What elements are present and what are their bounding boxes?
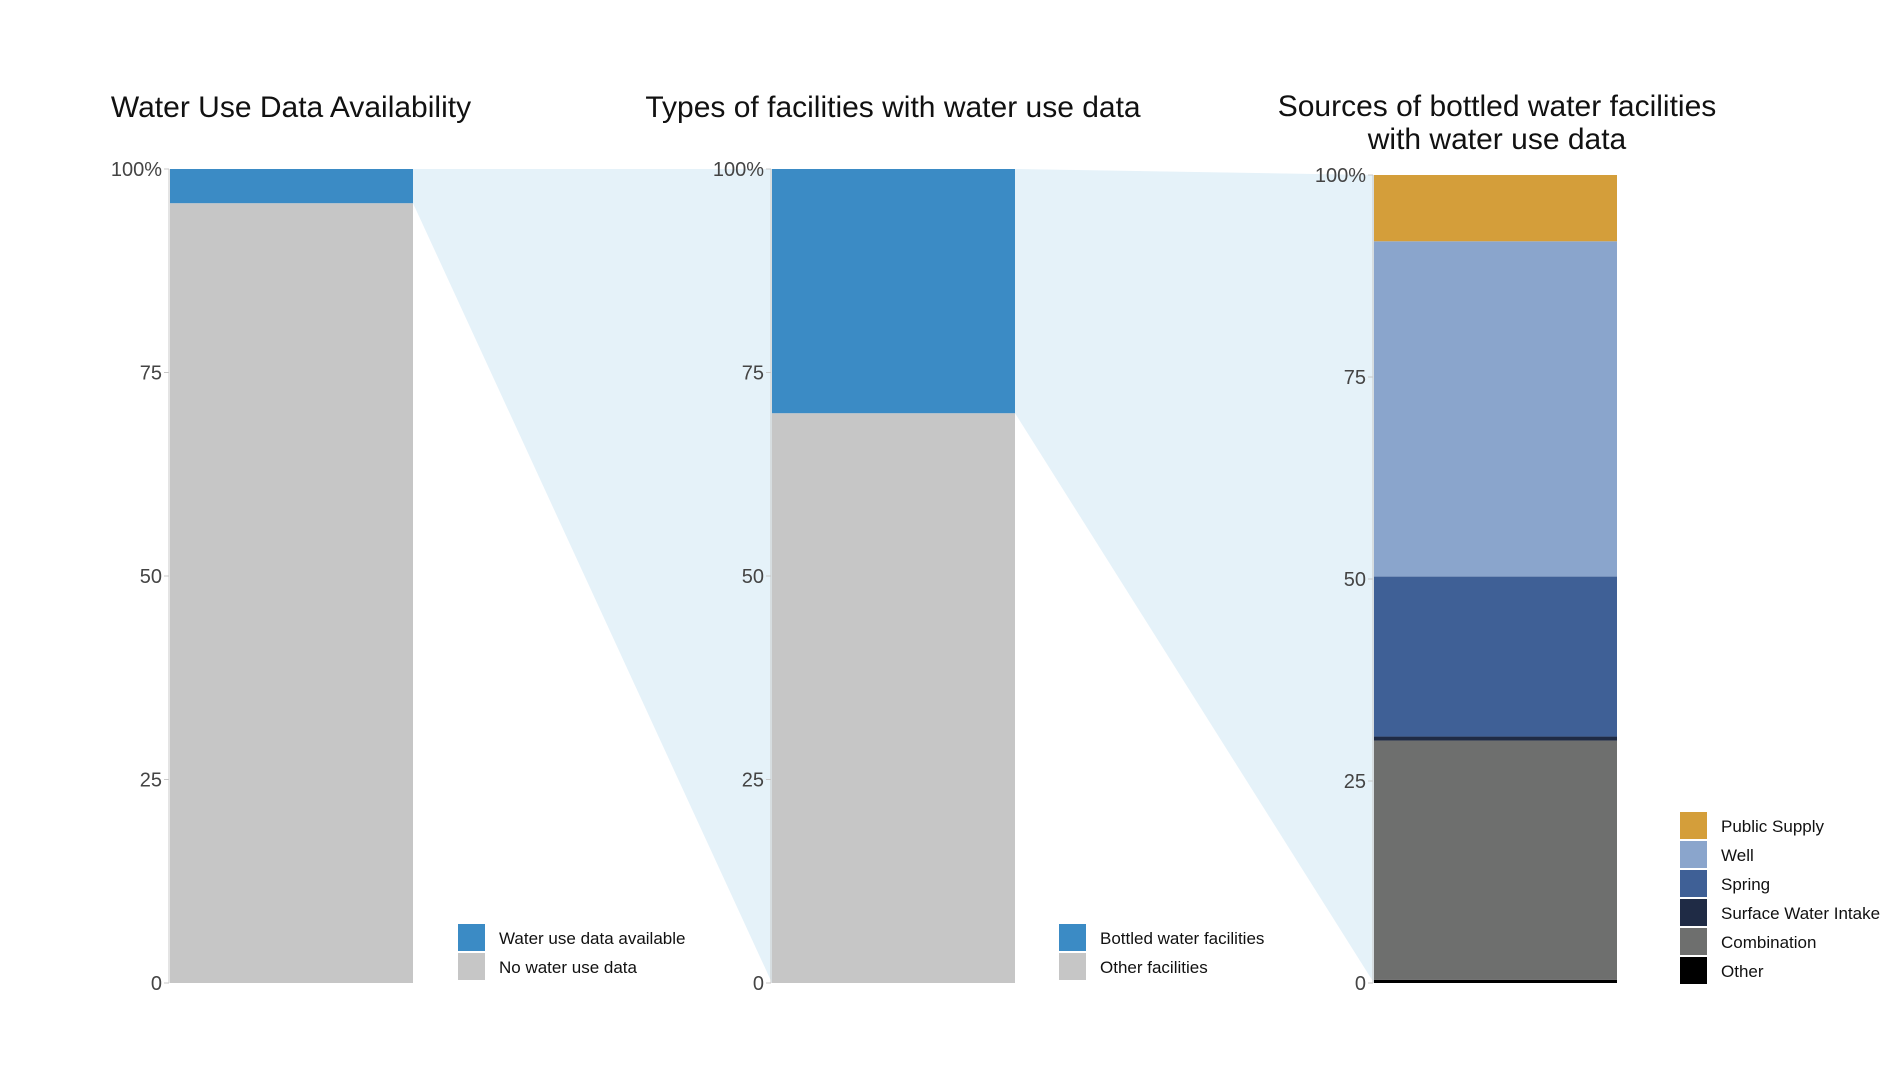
chart-title: Sources of bottled water facilities with … bbox=[1278, 90, 1717, 156]
legend: Water use data available No water use dat… bbox=[458, 924, 685, 980]
y-tick-label: 100% bbox=[1315, 165, 1366, 187]
zoom-connector-1 bbox=[413, 169, 772, 983]
chart-title: Water Use Data Availability bbox=[111, 91, 471, 124]
legend-label-public-supply: Public Supply bbox=[1721, 817, 1825, 836]
legend-swatch-other bbox=[1680, 957, 1707, 984]
legend-swatch-public-supply bbox=[1680, 812, 1707, 839]
legend-swatch-surface-water-intake bbox=[1680, 899, 1707, 926]
legend: Public Supply Well Spring Surface Water Int… bbox=[1680, 812, 1880, 984]
y-tick-label: 50 bbox=[742, 566, 764, 588]
legend-label-no-water-use-data: No water use data bbox=[499, 958, 638, 977]
legend: Bottled water facilities Other facilities bbox=[1059, 924, 1264, 980]
legend-label-water-use-data-available: Water use data available bbox=[499, 929, 685, 948]
zoom-connector-2 bbox=[1015, 169, 1374, 983]
bar-segment-well bbox=[1374, 241, 1617, 577]
y-tick-label: 50 bbox=[1344, 569, 1366, 591]
legend-label-surface-water-intake: Surface Water Intake bbox=[1721, 904, 1880, 923]
legend-label-spring: Spring bbox=[1721, 875, 1770, 894]
bar-segment-water-use-data-available bbox=[170, 169, 413, 204]
legend-label-other: Other bbox=[1721, 962, 1764, 981]
connectors-layer bbox=[413, 169, 1374, 983]
y-tick-label: 75 bbox=[1344, 367, 1366, 389]
bar-segment-other-facilities bbox=[772, 413, 1015, 983]
y-tick-label: 0 bbox=[753, 973, 764, 995]
panels-layer: Water Use Data Availability 0 25 50 75 100% Wa… bbox=[111, 90, 1880, 995]
legend-label-well: Well bbox=[1721, 846, 1754, 865]
y-tick-label: 25 bbox=[140, 770, 162, 792]
legend-swatch-other-facilities bbox=[1059, 953, 1086, 980]
y-tick-label: 100% bbox=[713, 159, 764, 181]
bar-segment-combination bbox=[1374, 740, 1617, 980]
y-tick-label: 50 bbox=[140, 566, 162, 588]
bar-segment-other bbox=[1374, 979, 1617, 983]
chart-title-line: with water use data bbox=[1367, 123, 1627, 156]
legend-swatch-combination bbox=[1680, 928, 1707, 955]
y-tick-label: 0 bbox=[151, 973, 162, 995]
legend-swatch-water-use-data-available bbox=[458, 924, 485, 951]
legend-label-combination: Combination bbox=[1721, 933, 1816, 952]
bar-segment-no-water-use-data bbox=[170, 203, 413, 984]
legend-swatch-bottled-water-facilities bbox=[1059, 924, 1086, 951]
legend-swatch-well bbox=[1680, 841, 1707, 868]
bar-segment-spring bbox=[1374, 576, 1617, 737]
y-tick-label: 75 bbox=[742, 363, 764, 385]
chart-title: Types of facilities with water use data bbox=[645, 91, 1141, 124]
chart-panel-1: Water Use Data Availability 0 25 50 75 100% Wa… bbox=[111, 91, 686, 995]
y-tick-label: 75 bbox=[140, 363, 162, 385]
legend-swatch-no-water-use-data bbox=[458, 953, 485, 980]
legend-swatch-spring bbox=[1680, 870, 1707, 897]
legend-label-other-facilities: Other facilities bbox=[1100, 958, 1208, 977]
y-tick-label: 25 bbox=[1344, 771, 1366, 793]
y-tick-label: 100% bbox=[111, 159, 162, 181]
y-tick-label: 25 bbox=[742, 770, 764, 792]
chart-panel-2: Types of facilities with water use data 0… bbox=[645, 91, 1264, 995]
chart-title-line: Sources of bottled water facilities bbox=[1278, 90, 1717, 123]
bar-segment-public-supply bbox=[1374, 175, 1617, 242]
chart-panel-3: Sources of bottled water facilities with … bbox=[1278, 90, 1880, 995]
bar-segment-bottled-water-facilities bbox=[772, 169, 1015, 414]
legend-label-bottled-water-facilities: Bottled water facilities bbox=[1100, 929, 1264, 948]
bar-segment-surface-water-intake bbox=[1374, 736, 1617, 741]
y-tick-label: 0 bbox=[1355, 973, 1366, 995]
